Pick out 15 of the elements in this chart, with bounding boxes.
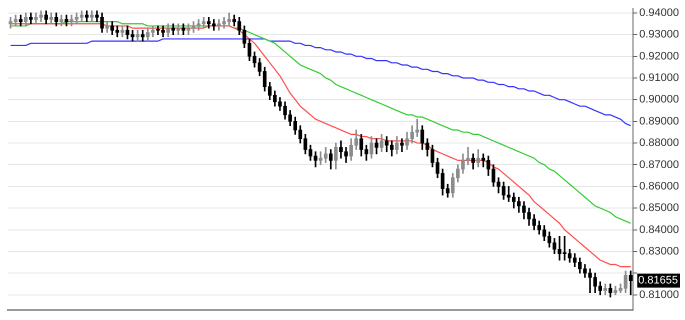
- candlestick: [400, 138, 404, 152]
- y-tick-label: 0.83000: [639, 245, 680, 258]
- y-tick-label: 0.91000: [639, 72, 680, 84]
- y-tick-label: 0.94000: [639, 6, 680, 19]
- text: 0.81655: [638, 274, 678, 287]
- y-tick-label: 0.89000: [639, 115, 680, 128]
- y-tick-label: 0.90000: [639, 94, 680, 106]
- y-tick-label: 0.93000: [639, 28, 680, 41]
- y-tick-label: 0.85000: [639, 202, 680, 214]
- y-tick-label: 0.88000: [639, 137, 680, 150]
- y-tick-label: 0.84000: [639, 224, 680, 236]
- y-tick-label: 0.86000: [639, 180, 680, 192]
- y-tick-label: 0.87000: [639, 158, 680, 171]
- y-tick-label: 0.81000: [639, 288, 680, 301]
- y-tick-label: 0.92000: [639, 50, 680, 62]
